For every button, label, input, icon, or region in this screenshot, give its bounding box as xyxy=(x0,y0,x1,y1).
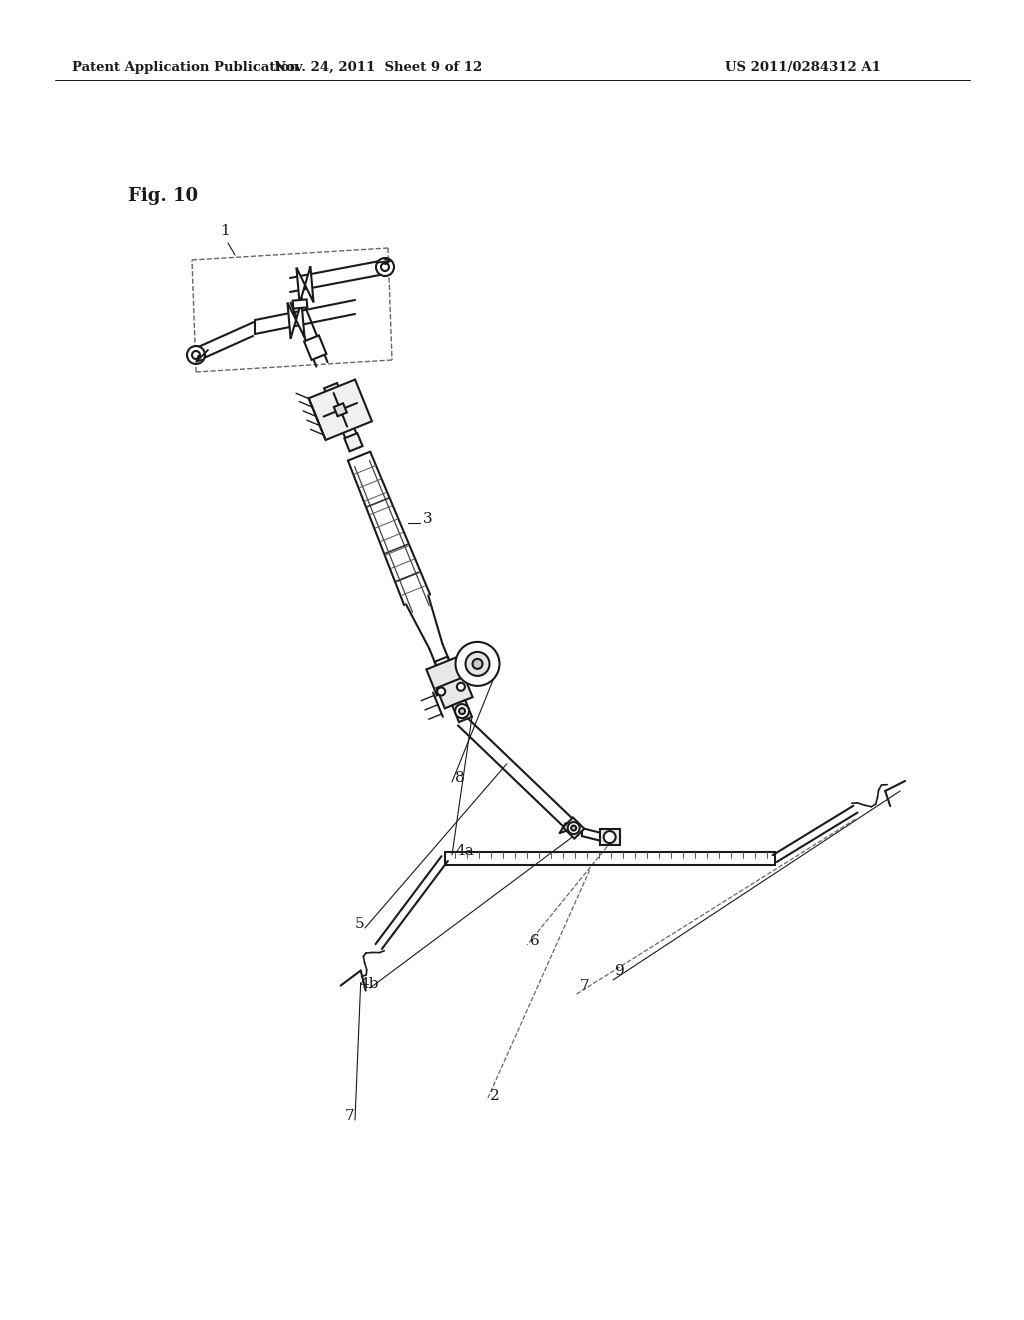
Circle shape xyxy=(455,704,469,718)
Polygon shape xyxy=(436,677,473,709)
Text: Nov. 24, 2011  Sheet 9 of 12: Nov. 24, 2011 Sheet 9 of 12 xyxy=(273,61,482,74)
Text: 3: 3 xyxy=(423,512,432,525)
Circle shape xyxy=(437,688,445,696)
Circle shape xyxy=(466,652,489,676)
Text: 2: 2 xyxy=(490,1089,500,1104)
Text: Patent Application Publication: Patent Application Publication xyxy=(72,61,299,74)
Polygon shape xyxy=(334,404,347,416)
Text: 7: 7 xyxy=(345,1109,354,1123)
Text: 8: 8 xyxy=(455,771,465,785)
Polygon shape xyxy=(304,335,327,360)
Circle shape xyxy=(604,832,615,843)
Text: 1: 1 xyxy=(220,224,229,238)
Text: 6: 6 xyxy=(530,935,540,948)
Polygon shape xyxy=(293,300,307,309)
Circle shape xyxy=(193,351,200,359)
Polygon shape xyxy=(325,383,344,405)
Polygon shape xyxy=(453,700,472,722)
Polygon shape xyxy=(563,817,585,838)
Text: 7: 7 xyxy=(580,979,590,993)
Circle shape xyxy=(472,659,482,669)
Circle shape xyxy=(381,263,389,271)
Circle shape xyxy=(456,642,500,686)
Polygon shape xyxy=(600,829,620,845)
Circle shape xyxy=(376,257,394,276)
Text: US 2011/0284312 A1: US 2011/0284312 A1 xyxy=(725,61,881,74)
Polygon shape xyxy=(288,301,304,338)
Circle shape xyxy=(571,825,577,830)
Text: 9: 9 xyxy=(615,964,625,978)
Text: 4a: 4a xyxy=(455,843,474,858)
Circle shape xyxy=(459,708,465,714)
Polygon shape xyxy=(308,380,372,440)
Circle shape xyxy=(187,346,205,364)
Polygon shape xyxy=(344,433,362,451)
Text: 4b: 4b xyxy=(360,977,380,991)
Text: 5: 5 xyxy=(355,917,365,931)
Circle shape xyxy=(457,682,465,690)
Circle shape xyxy=(567,822,580,834)
Polygon shape xyxy=(426,656,469,696)
Polygon shape xyxy=(297,267,313,304)
Text: Fig. 10: Fig. 10 xyxy=(128,187,198,205)
